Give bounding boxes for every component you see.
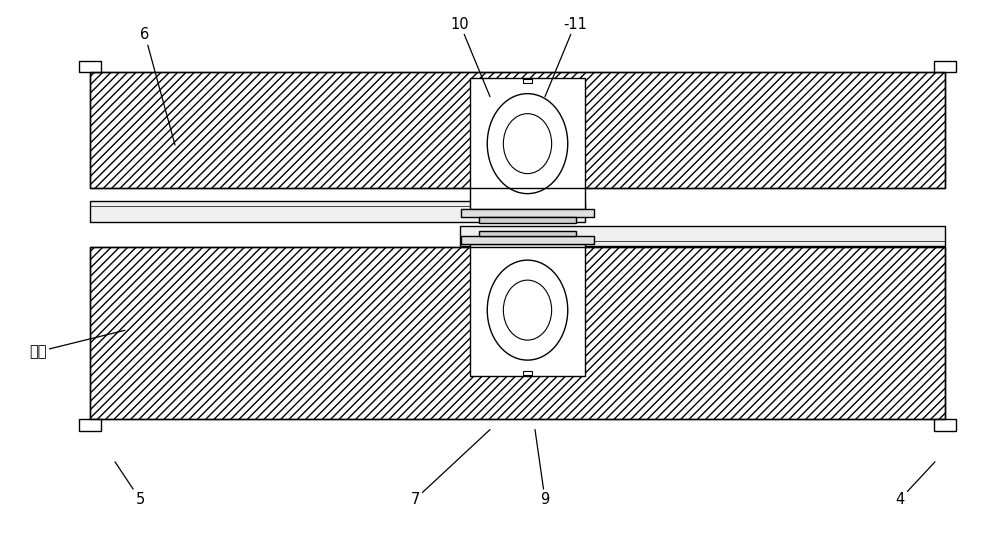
Bar (934, 61, 956, 72)
Bar (479, 231, 576, 236)
Bar (90, 247, 945, 419)
Text: 9: 9 (535, 430, 550, 507)
Text: 5: 5 (115, 462, 145, 507)
Bar (934, 419, 956, 431)
Bar (470, 78, 585, 209)
Bar (460, 226, 945, 246)
Text: 铜线: 铜线 (29, 330, 125, 359)
Text: 6: 6 (140, 27, 175, 145)
Bar (79, 61, 101, 72)
Text: -11: -11 (545, 17, 587, 97)
Bar (90, 201, 585, 222)
Text: 4: 4 (895, 462, 935, 507)
Bar (79, 419, 101, 431)
Bar (523, 79, 532, 83)
Bar (90, 72, 945, 188)
Text: 10: 10 (451, 17, 490, 97)
Bar (90, 72, 945, 188)
Bar (90, 247, 945, 419)
Bar (523, 371, 532, 375)
Bar (461, 236, 594, 244)
Bar (470, 244, 585, 376)
Text: 7: 7 (410, 430, 490, 507)
Bar (479, 217, 576, 223)
Bar (461, 209, 594, 217)
